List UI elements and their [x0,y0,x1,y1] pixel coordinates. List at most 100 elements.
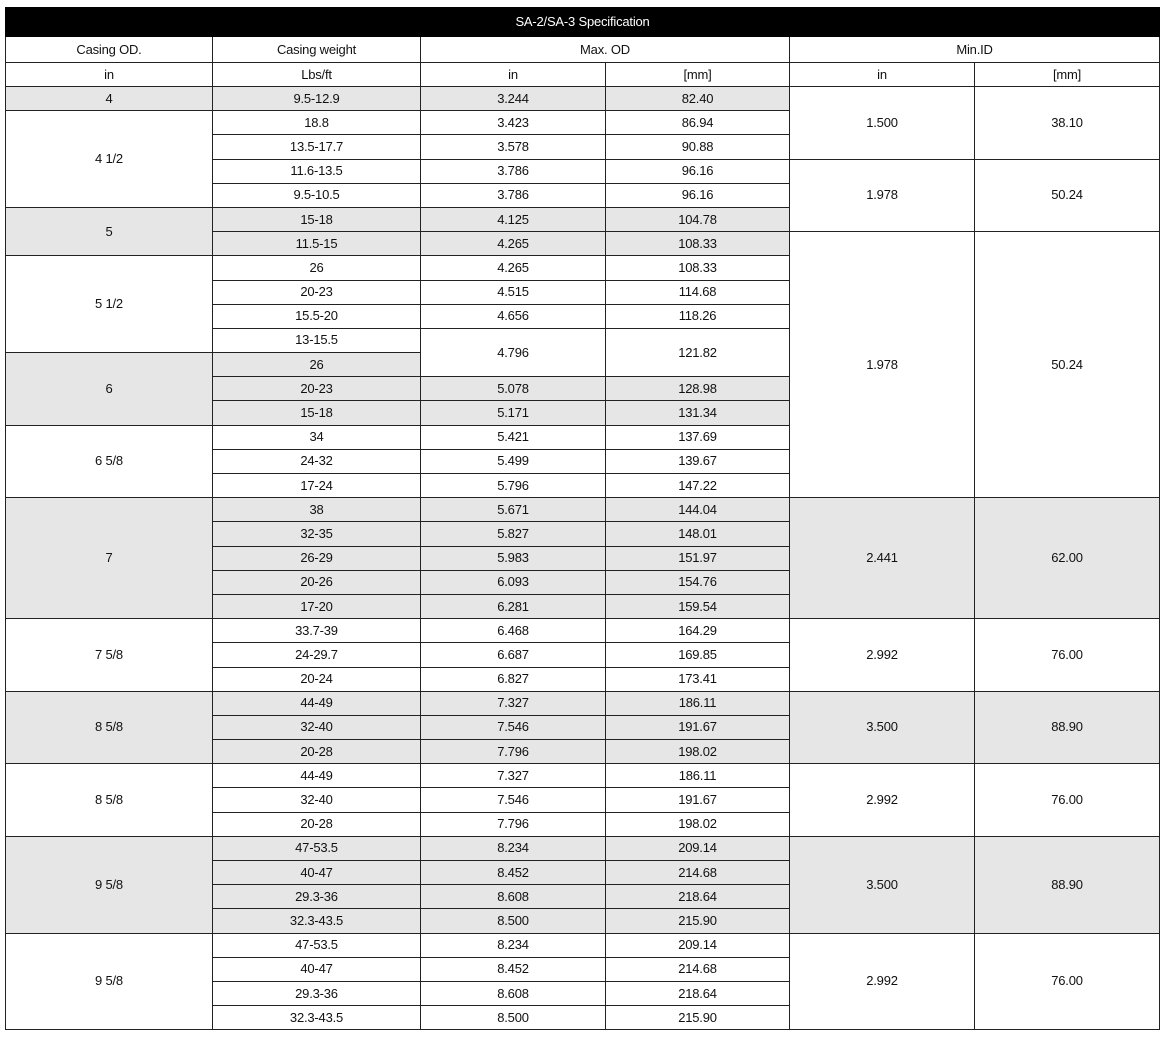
table-cell: 47-53.5 [212,835,421,862]
unit-casing-od: in [5,62,213,87]
table-cell: 13-15.5 [212,327,421,354]
unit-min-id-in: in [789,62,975,87]
spec-table: SA-2/SA-3 Specification Casing OD. Casin… [4,7,1161,1031]
table-cell: 76.00 [973,618,1161,692]
table-cell: 47-53.5 [212,932,421,958]
table-cell: 5.796 [420,472,606,499]
table-cell: 6.827 [420,666,606,692]
table-cell: 8.452 [420,956,606,982]
table-cell: 5.827 [420,521,606,547]
table-row: 17-20 6.281 159.54 [6,593,1160,620]
table-cell: 32-35 [212,521,421,547]
table-cell: 114.68 [605,279,790,305]
table-cell: 9 5/8 [5,835,213,934]
table-cell: 44-49 [212,690,421,716]
table-cell: 90.88 [605,134,790,160]
table-cell: 32.3-43.5 [212,1005,421,1031]
table-cell: 5 [5,206,213,257]
table-cell: 214.68 [605,956,790,982]
table-row: 9.5-10.5 3.786 96.16 [6,182,1160,208]
table-cell: 159.54 [605,593,790,620]
table-cell: 2.992 [789,763,975,837]
table-cell: 7 5/8 [5,618,213,692]
table-cell: 15-18 [212,400,421,426]
table-cell: 191.67 [605,714,790,741]
table-cell: 139.67 [605,448,790,475]
table-cell: 9 5/8 [5,932,213,1031]
table-cell: 2.992 [789,618,975,692]
table-cell: 1.978 [789,231,975,499]
table-cell: 29.3-36 [212,884,421,910]
table-cell: 76.00 [973,932,1161,1031]
table-cell: 20-23 [212,376,421,402]
table-row: 26-29 5.983 151.97 [6,545,1160,571]
table-cell: 5.421 [420,424,606,450]
table-cell: 186.11 [605,690,790,716]
table-row: 29.3-36 8.608 218.64 [6,884,1160,910]
table-cell: 3.786 [420,158,606,184]
table-cell: 11.6-13.5 [212,158,421,184]
table-cell: 5.499 [420,448,606,475]
table-cell: 8.608 [420,884,606,910]
table-cell: 11.5-15 [212,231,421,257]
table-cell: 26 [212,255,421,281]
table-cell: 7.546 [420,787,606,813]
table-cell: 38.10 [973,86,1161,160]
table-cell: 15.5-20 [212,303,421,329]
table-cell: 186.11 [605,763,790,789]
table-cell: 9.5-10.5 [212,182,421,208]
table-cell: 8.500 [420,908,606,934]
table-cell: 3.423 [420,110,606,136]
table-cell: 154.76 [605,569,790,595]
table-row: 40-47 8.452 214.68 [6,859,1160,886]
table-cell: 20-28 [212,739,421,765]
table-cell: 33.7-39 [212,618,421,644]
unit-min-id-mm: [mm] [973,62,1161,87]
table-cell: 13.5-17.7 [212,134,421,160]
table-cell: 8.234 [420,932,606,958]
table-cell: 34 [212,424,421,450]
table-cell: 76.00 [973,763,1161,837]
table-cell: 3.244 [420,85,606,112]
table-cell: 8.608 [420,980,606,1007]
table-cell: 151.97 [605,545,790,571]
table-cell: 32.3-43.5 [212,908,421,934]
table-cell: 144.04 [605,497,790,523]
table-cell: 50.24 [973,158,1161,233]
table-cell: 173.41 [605,666,790,692]
table-row: 20-23 5.078 128.98 [6,376,1160,402]
table-cell: 96.16 [605,158,790,184]
table-cell: 191.67 [605,787,790,813]
table-cell: 44-49 [212,763,421,789]
table-cell: 215.90 [605,1005,790,1031]
table-cell: 209.14 [605,932,790,958]
table-cell: 62.00 [973,497,1161,620]
table-row: 11.5-15 4.265 108.33 1.978 50.24 [6,231,1161,499]
header-casing-od: Casing OD. [5,36,213,63]
table-cell: 38 [212,497,421,523]
table-cell: 18.8 [212,110,421,136]
table-cell: 20-26 [212,569,421,595]
table-cell: 3.578 [420,134,606,160]
table-cell: 6.093 [420,569,606,595]
table-cell: 164.29 [605,618,790,644]
table-cell: 218.64 [605,980,790,1007]
table-cell: 9.5-12.9 [212,85,421,112]
table-cell: 8 5/8 [5,763,213,837]
table-cell: 26-29 [212,545,421,571]
table-row: 15-18 5.171 131.34 [6,400,1160,426]
table-row: 20-28 7.796 198.02 [6,739,1160,765]
table-cell: 3.500 [789,835,975,934]
table-cell: 86.94 [605,110,790,136]
table-cell: 17-24 [212,472,421,499]
table-cell: 15-18 [212,206,421,233]
table-cell: 108.33 [605,231,790,257]
table-row: 11.6-13.5 3.786 96.16 1.978 50.24 [6,158,1161,233]
table-row: 4 1/2 18.8 3.423 86.94 [5,110,1160,208]
table-row: 7 5/8 33.7-39 6.468 164.29 2.992 76.00 [5,618,1161,692]
table-cell: 6 5/8 [5,424,213,499]
table-cell: 108.33 [605,255,790,281]
table-cell: 128.98 [605,376,790,402]
table-cell: 198.02 [605,811,790,837]
table-cell: 118.26 [605,303,790,329]
